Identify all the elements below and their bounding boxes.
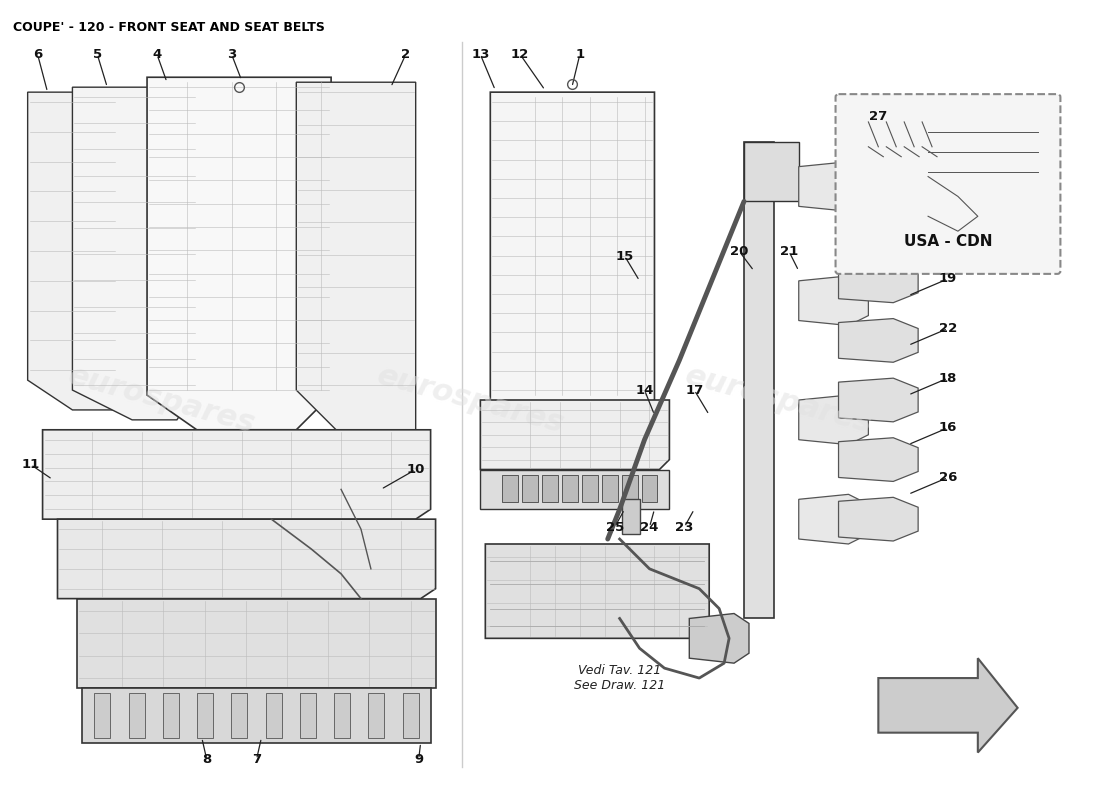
Polygon shape [28,92,118,410]
Polygon shape [838,318,918,362]
Text: 20: 20 [730,245,748,258]
Text: 17: 17 [685,383,703,397]
Polygon shape [300,693,316,738]
Text: eurospares: eurospares [682,361,876,439]
Polygon shape [82,688,430,742]
Polygon shape [542,475,558,502]
Polygon shape [621,475,638,502]
Text: 2: 2 [402,48,410,61]
Polygon shape [799,276,868,326]
Polygon shape [838,259,918,302]
Text: 19: 19 [939,272,957,286]
Text: 7: 7 [252,753,261,766]
Polygon shape [485,544,710,638]
Text: 4: 4 [153,48,162,61]
Text: 12: 12 [512,48,529,61]
Text: 9: 9 [414,753,424,766]
Polygon shape [503,475,518,502]
Polygon shape [163,693,179,738]
Text: 18: 18 [938,372,957,385]
Polygon shape [57,519,436,598]
Polygon shape [799,395,868,445]
Polygon shape [602,475,618,502]
Text: USA - CDN: USA - CDN [904,234,992,249]
Polygon shape [838,438,918,482]
Text: 15: 15 [616,250,634,262]
Polygon shape [481,470,670,510]
Polygon shape [129,693,144,738]
Text: 13: 13 [471,48,490,61]
Text: 5: 5 [92,48,102,61]
Polygon shape [197,693,213,738]
Text: 11: 11 [22,458,40,471]
Polygon shape [838,378,918,422]
Polygon shape [878,658,1018,753]
Text: 16: 16 [938,422,957,434]
Polygon shape [562,475,578,502]
Polygon shape [522,475,538,502]
Text: eurospares: eurospares [65,361,258,439]
Text: 24: 24 [640,521,659,534]
Polygon shape [73,87,197,420]
Text: COUPE' - 120 - FRONT SEAT AND SEAT BELTS: COUPE' - 120 - FRONT SEAT AND SEAT BELTS [13,21,324,34]
Text: 25: 25 [605,521,624,534]
Polygon shape [582,475,597,502]
Polygon shape [838,199,918,243]
Polygon shape [296,82,416,430]
Polygon shape [334,693,350,738]
Polygon shape [799,494,868,544]
Polygon shape [403,693,419,738]
Polygon shape [95,693,110,738]
Polygon shape [231,693,248,738]
Polygon shape [838,498,918,541]
Polygon shape [744,142,799,202]
Text: Vedi Tav. 121
See Draw. 121: Vedi Tav. 121 See Draw. 121 [574,664,666,692]
Text: 27: 27 [869,110,888,123]
Text: 10: 10 [407,463,425,476]
Text: 8: 8 [202,753,211,766]
Text: 3: 3 [227,48,236,61]
Polygon shape [43,430,430,519]
Polygon shape [481,400,670,470]
Polygon shape [621,499,639,534]
Text: 23: 23 [675,521,693,534]
Text: 22: 22 [939,322,957,335]
Text: 14: 14 [636,383,653,397]
Polygon shape [147,78,331,430]
Polygon shape [690,614,749,663]
FancyBboxPatch shape [836,94,1060,274]
Polygon shape [266,693,282,738]
Text: 1: 1 [575,48,584,61]
Polygon shape [368,693,384,738]
Polygon shape [77,598,436,688]
Text: eurospares: eurospares [374,361,568,439]
Polygon shape [641,475,658,502]
Polygon shape [491,92,654,434]
Polygon shape [799,162,868,211]
Text: 6: 6 [33,48,42,61]
Text: 21: 21 [780,245,798,258]
Text: 26: 26 [938,471,957,484]
Polygon shape [744,142,774,618]
